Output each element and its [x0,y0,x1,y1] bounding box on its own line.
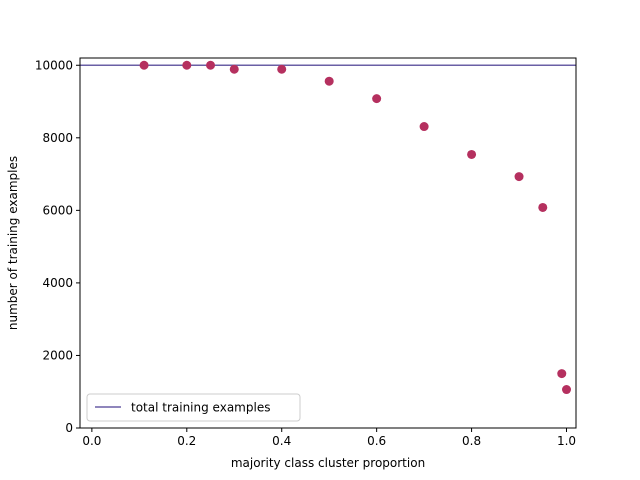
x-tick-label: 0.4 [272,434,291,448]
data-point [182,60,192,70]
plot-frame [79,57,577,429]
data-point [372,94,382,104]
y-tick-label: 10000 [35,58,73,72]
data-point [206,60,216,70]
data-point [229,64,239,74]
data-point [467,149,477,159]
x-tick-label: 1.0 [557,434,576,448]
data-point [538,202,548,212]
y-tick-label: 8000 [42,131,73,145]
legend-label-total-training-examples: total training examples [131,401,270,415]
data-point [514,172,524,182]
data-point [557,369,567,379]
data-point [324,76,334,86]
plot-background [80,58,576,428]
x-axis-label: majority class cluster proportion [231,456,425,470]
data-point [419,122,429,132]
legend: total training examples [86,393,301,422]
data-point [562,385,572,395]
x-tick-label: 0.0 [82,434,101,448]
y-tick-label: 2000 [42,348,73,362]
x-axis-ticks: 0.0 0.2 0.4 0.6 0.8 1.0 [82,428,576,448]
data-point [139,60,149,70]
y-tick-label: 4000 [42,276,73,290]
data-point [277,64,287,74]
x-tick-label: 0.8 [462,434,481,448]
y-axis-ticks: 0 2000 4000 6000 8000 10000 [35,58,80,435]
x-tick-label: 0.2 [177,434,196,448]
points-layer [139,60,572,395]
x-tick-label: 0.6 [367,434,386,448]
y-axis-label: number of training examples [6,156,20,330]
y-tick-label: 6000 [42,203,73,217]
y-tick-label: 0 [65,421,73,435]
legend-box [86,393,301,422]
